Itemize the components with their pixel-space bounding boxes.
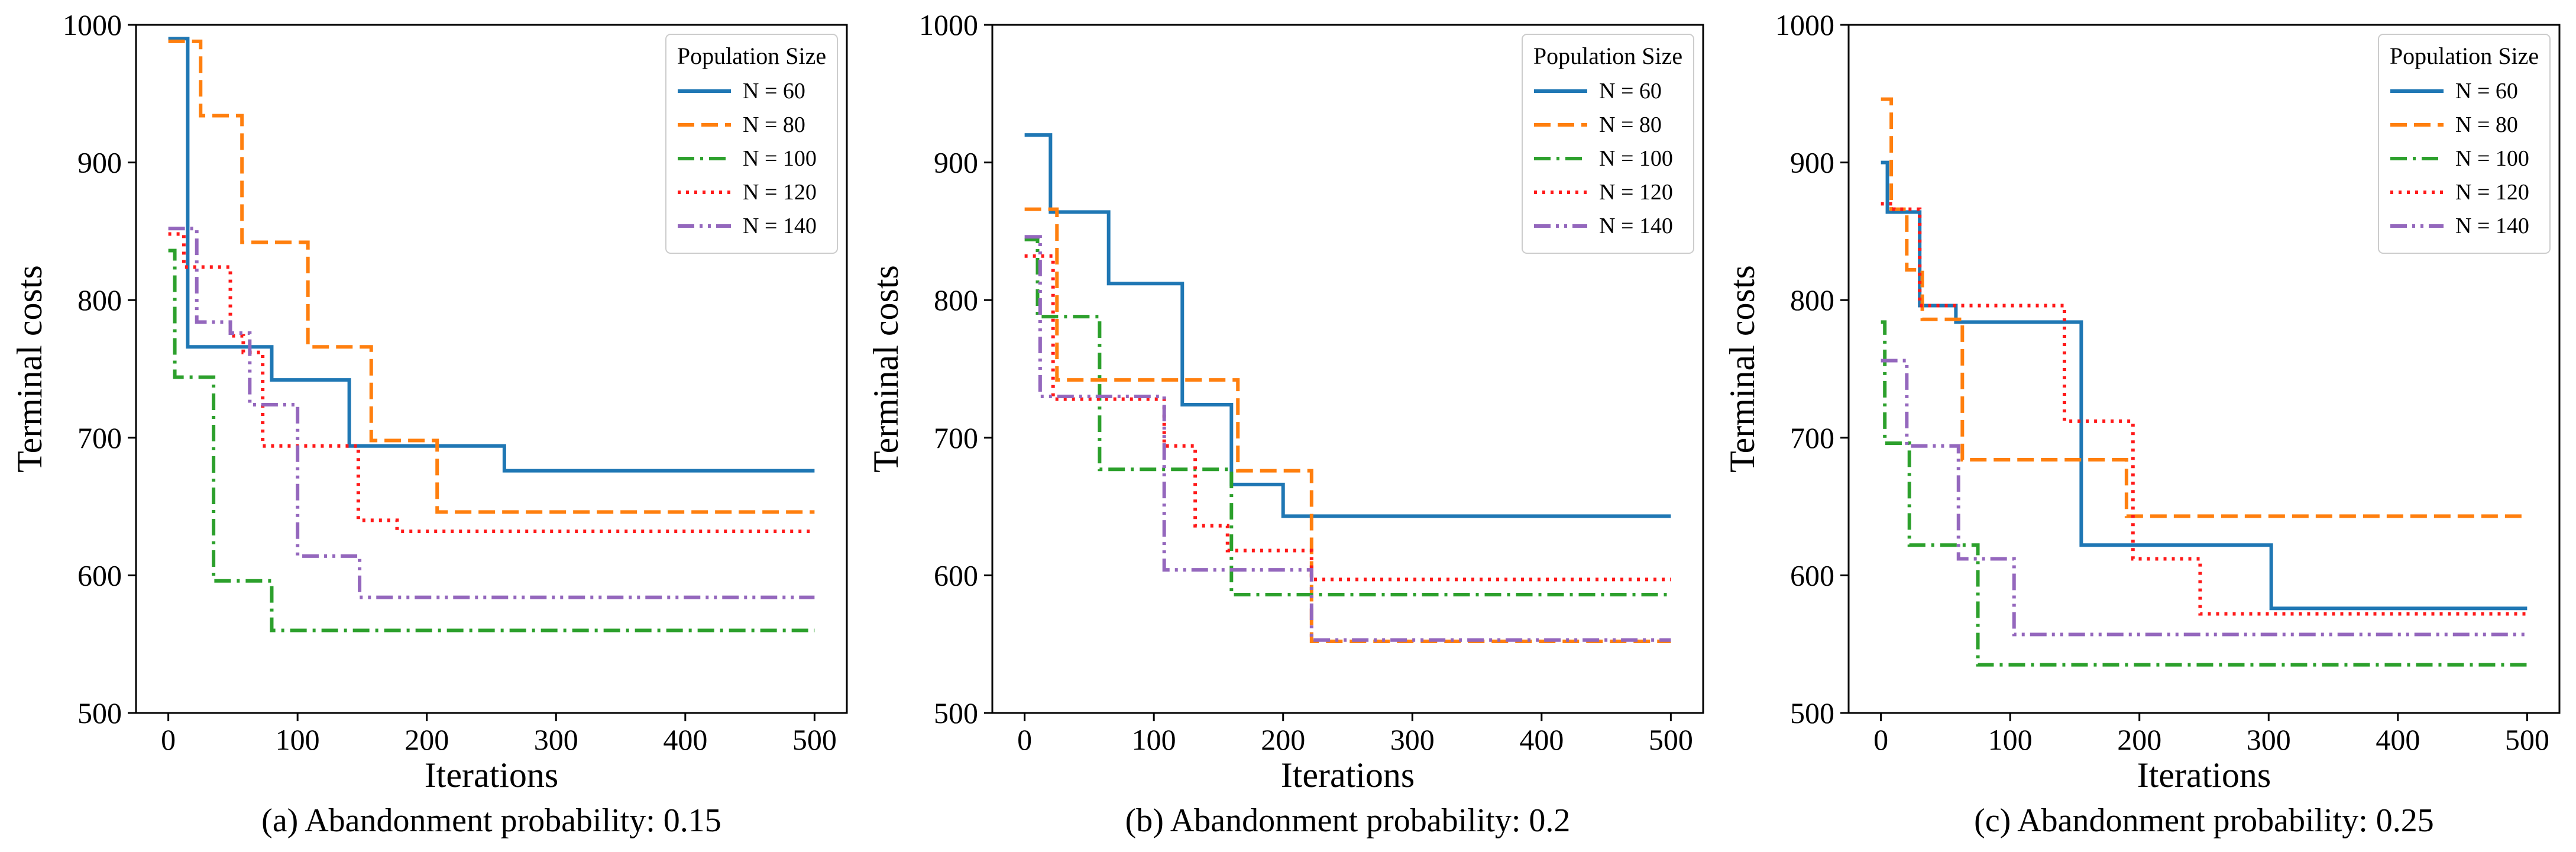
y-tick-label: 900 [1790,146,1834,179]
y-tick-label: 900 [934,146,978,179]
legend-entry: N = 80 [1599,112,1662,137]
x-tick-label: 300 [1390,723,1435,756]
y-axis-label: Terminal costs [1723,265,1762,473]
y-tick-label: 600 [934,559,978,592]
y-tick-label: 500 [934,696,978,730]
series-line-60 [168,37,815,473]
legend-title: Population Size [1533,43,1682,69]
series-line-80 [1881,97,2528,518]
legend-box [1522,34,1694,254]
y-axis-label: Terminal costs [10,265,49,473]
legend-entry: N = 140 [1599,214,1673,238]
x-tick-label: 300 [2247,723,2291,756]
legend: Population Size N = 60 N = 80 N = 100 N = 12… [1522,34,1694,254]
series-line-100 [1881,320,2528,667]
legend-entry: N = 120 [743,180,817,205]
legend-entry: N = 60 [743,79,805,104]
y-tick-label: 600 [1790,559,1834,592]
x-tick-label: 300 [534,723,578,756]
x-tick-label: 400 [2376,723,2420,756]
series-group [1881,97,2528,667]
y-axis-label: Terminal costs [866,265,905,473]
series-line-120 [168,232,815,533]
series-line-60 [1024,133,1671,518]
plot-frame [991,24,1704,714]
series-line-120 [1024,254,1671,582]
x-tick-label: 500 [792,723,837,756]
x-tick-label: 200 [404,723,449,756]
series-line-120 [1881,202,2528,616]
series-group [1024,133,1671,644]
series-line-60 [1881,160,2528,611]
series-line-140 [1024,235,1671,642]
legend: Population Size N = 60 N = 80 N = 100 N = 12… [2378,34,2551,254]
legend-title: Population Size [2390,43,2539,69]
legend-entry: N = 100 [1599,146,1673,171]
legend-entry: N = 100 [743,146,817,171]
y-tick-label: 1000 [919,8,978,41]
series-group [168,37,815,632]
series-line-80 [1024,207,1671,644]
series-line-80 [168,39,815,514]
legend-entry: N = 80 [2455,112,2518,137]
panel-caption: (a) Abandonment probability: 0.15 [261,802,721,839]
legend-entry: N = 100 [2455,146,2529,171]
legend-entry: N = 120 [1599,180,1673,205]
y-tick-label: 700 [77,421,122,454]
panel-caption: (c) Abandonment probability: 0.25 [1974,802,2434,839]
legend-entry: N = 80 [743,112,805,137]
chart-panel-2: 0 100 200 300 400 500 500 600 700 800 900 1000 Itera… [866,8,1704,839]
x-tick-label: 0 [161,723,176,756]
x-tick-label: 400 [663,723,707,756]
y-tick-label: 800 [1790,283,1834,317]
chart-panel-3: 0 100 200 300 400 500 500 600 700 800 900 1000 Itera… [1723,8,2561,839]
legend-entry: N = 60 [2455,79,2518,104]
x-tick-label: 0 [1017,723,1032,756]
x-tick-label: 200 [2117,723,2161,756]
legend-entry: N = 120 [2455,180,2529,205]
x-axis-label: Iterations [425,756,559,795]
legend: Population Size N = 60 N = 80 N = 100 N = 12… [665,34,838,254]
x-tick-label: 0 [1873,723,1888,756]
plot-frame [135,24,848,714]
series-line-100 [1024,237,1671,596]
x-tick-label: 500 [2505,723,2549,756]
y-tick-label: 600 [77,559,122,592]
x-tick-label: 400 [1519,723,1564,756]
panel-caption: (b) Abandonment probability: 0.2 [1125,802,1571,839]
legend-box [2378,34,2551,254]
x-tick-label: 100 [1132,723,1176,756]
y-tick-label: 1000 [1775,8,1834,41]
y-tick-label: 800 [77,283,122,317]
x-tick-label: 100 [276,723,320,756]
series-line-140 [1881,359,2528,637]
x-tick-label: 100 [1988,723,2033,756]
y-tick-label: 700 [934,421,978,454]
y-tick-label: 700 [1790,421,1834,454]
y-tick-label: 900 [77,146,122,179]
x-tick-label: 500 [1649,723,1693,756]
plot-frame [1847,24,2561,714]
y-tick-label: 1000 [63,8,122,41]
legend-entry: N = 140 [2455,214,2529,238]
x-tick-label: 200 [1261,723,1305,756]
series-line-100 [168,248,815,632]
series-line-140 [168,227,815,599]
legend-entry: N = 140 [743,214,817,238]
y-tick-label: 500 [1790,696,1834,730]
x-axis-label: Iterations [1281,756,1415,795]
y-tick-label: 500 [77,696,122,730]
legend-box [665,34,838,254]
legend-entry: N = 60 [1599,79,1662,104]
x-axis-label: Iterations [2137,756,2271,795]
y-tick-label: 800 [934,283,978,317]
legend-title: Population Size [677,43,826,69]
chart-panel-1: 0 100 200 300 400 500 500 600 700 800 900 1000 Itera… [10,8,848,839]
